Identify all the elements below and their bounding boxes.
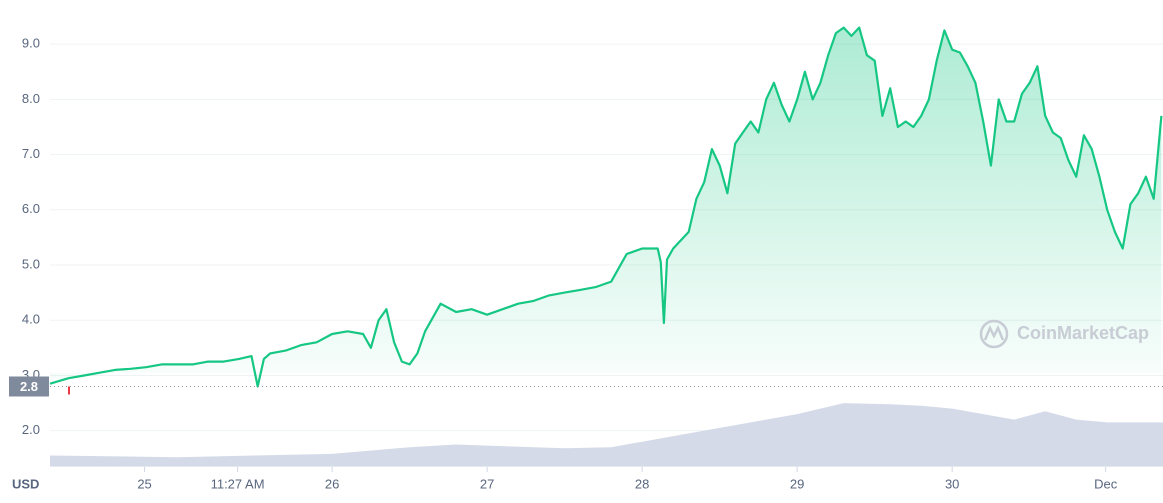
y-tick-label: 5.0 xyxy=(22,256,40,271)
y-tick-label: 7.0 xyxy=(22,146,40,161)
x-tick-label: 29 xyxy=(790,476,804,491)
axis-label: USD xyxy=(12,476,39,491)
volume-area xyxy=(50,403,1163,466)
x-tick-label: 25 xyxy=(137,476,151,491)
current-price-label: 2.8 xyxy=(20,379,38,394)
x-tick-label: 30 xyxy=(945,476,959,491)
x-tick-label: Dec xyxy=(1094,476,1118,491)
price-area xyxy=(50,27,1162,387)
y-tick-label: 8.0 xyxy=(22,91,40,106)
x-tick-label: 11:27 AM xyxy=(211,476,265,491)
price-line xyxy=(49,26,1163,388)
x-tick-label: 27 xyxy=(480,476,494,491)
watermark: CoinMarketCap xyxy=(979,319,1149,349)
watermark-text: CoinMarketCap xyxy=(1017,323,1149,343)
x-tick-label: 26 xyxy=(325,476,339,491)
y-tick-label: 6.0 xyxy=(22,201,40,216)
current-price-box xyxy=(9,376,49,397)
y-tick-label: 4.0 xyxy=(22,312,40,327)
y-tick-label: 2.0 xyxy=(22,422,40,437)
y-tick-label: 9.0 xyxy=(22,36,40,51)
x-tick-label: 28 xyxy=(635,476,649,491)
x-axis-bg xyxy=(50,466,1163,467)
